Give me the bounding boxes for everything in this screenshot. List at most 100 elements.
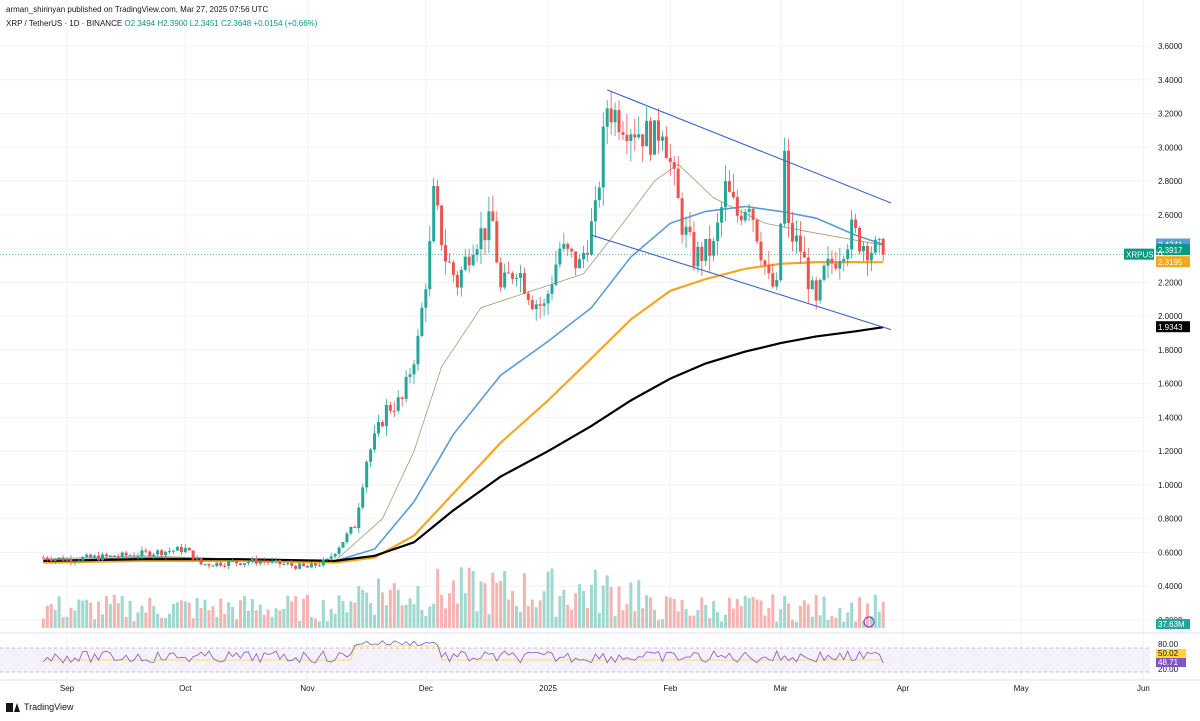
- candle-up: [77, 560, 81, 562]
- volume-bar: [641, 608, 645, 628]
- volume-bar: [858, 597, 862, 628]
- candle-up: [365, 461, 369, 488]
- volume-bar: [108, 604, 112, 628]
- footer-brand: TradingView: [24, 702, 74, 712]
- volume-bar: [487, 614, 491, 628]
- x-tick-label: 2025: [539, 684, 557, 693]
- candle-down: [814, 280, 818, 301]
- candle-up: [479, 228, 483, 250]
- candle-down: [491, 211, 495, 222]
- volume-bar: [822, 596, 826, 628]
- volume-bar: [191, 618, 195, 628]
- volume-bar: [680, 599, 684, 628]
- candle-up: [463, 256, 467, 270]
- candle-down: [467, 256, 471, 266]
- volume-bar: [589, 584, 593, 628]
- volume-bar: [720, 621, 724, 628]
- publisher-line: arman_shirinyan published on TradingView…: [6, 5, 269, 14]
- volume-bar: [716, 612, 720, 628]
- volume-bar: [440, 594, 444, 628]
- candle-up: [73, 561, 77, 563]
- volume-bar: [132, 621, 136, 628]
- candle-down: [688, 226, 692, 233]
- volume-bar: [235, 619, 239, 628]
- candle-down: [806, 257, 810, 290]
- volume-bar: [128, 600, 132, 628]
- rsi-signal-line: [43, 645, 884, 661]
- candle-up: [723, 181, 727, 208]
- candle-up: [298, 563, 302, 569]
- rsi-axis-label: 20.00: [1158, 665, 1179, 674]
- candle-down: [45, 557, 49, 560]
- candle-up: [203, 564, 207, 566]
- candle-down: [787, 150, 791, 223]
- volume-bar: [696, 610, 700, 628]
- candle-down: [223, 565, 227, 567]
- volume-bar: [522, 573, 526, 628]
- candle-down: [865, 245, 869, 261]
- volume-bar: [534, 607, 538, 628]
- candle-down: [440, 205, 444, 246]
- candle-up: [605, 108, 609, 127]
- volume-bar: [585, 607, 589, 628]
- candle-up: [286, 563, 290, 565]
- candle-up: [337, 547, 341, 554]
- volume-bar: [877, 611, 881, 628]
- volume-bar: [203, 599, 207, 628]
- candle-up: [826, 258, 830, 266]
- candle-down: [160, 550, 164, 556]
- volume-bar: [814, 595, 818, 628]
- candle-up: [712, 240, 716, 256]
- volume-bar: [873, 594, 877, 628]
- candle-down: [692, 232, 696, 267]
- volume-bar: [723, 614, 727, 628]
- volume-bar: [708, 618, 712, 628]
- symbol-name[interactable]: XRP / TetherUS · 1D · BINANCE: [6, 19, 123, 28]
- volume-bar: [700, 597, 704, 628]
- candle-up: [136, 555, 140, 557]
- candle-down: [727, 181, 731, 192]
- candle-down: [641, 134, 645, 147]
- volume-bar: [842, 621, 846, 628]
- volume-bar: [77, 599, 81, 628]
- volume-bar: [329, 608, 333, 628]
- y-tick-label: 2.6000: [1158, 211, 1183, 220]
- candle-up: [562, 243, 566, 249]
- volume-bar: [238, 600, 242, 628]
- volume-bar: [649, 597, 653, 628]
- candle-down: [41, 557, 45, 559]
- rsi-axis-label: 80.00: [1158, 640, 1179, 649]
- candle-down: [791, 222, 795, 242]
- volume-bar: [262, 614, 266, 628]
- volume-bar: [199, 607, 203, 628]
- volume-bar: [278, 610, 282, 628]
- volume-bar: [775, 621, 779, 628]
- volume-bar: [404, 604, 408, 628]
- candle-up: [384, 405, 388, 427]
- volume-bar: [49, 604, 53, 628]
- candle-up: [250, 558, 254, 562]
- candle-up: [597, 187, 601, 201]
- candle-up: [546, 293, 550, 304]
- volume-bar: [89, 602, 93, 628]
- volume-bar: [704, 604, 708, 628]
- candle-down: [700, 246, 704, 261]
- volume-bar: [444, 608, 448, 628]
- volume-bar: [582, 591, 586, 628]
- candle-up: [534, 304, 538, 310]
- candle-down: [633, 134, 637, 138]
- volume-bar: [313, 618, 317, 628]
- volume-bar: [61, 617, 65, 628]
- volume-bar: [542, 591, 546, 628]
- volume-bar: [231, 606, 235, 628]
- candle-up: [242, 563, 246, 565]
- candle-up: [487, 211, 491, 241]
- volume-bar: [100, 614, 104, 628]
- x-tick-label: Dec: [419, 684, 433, 693]
- candle-up: [321, 559, 325, 566]
- volume-bar: [270, 617, 274, 628]
- candle-down: [191, 550, 195, 560]
- volume-bar: [45, 605, 49, 628]
